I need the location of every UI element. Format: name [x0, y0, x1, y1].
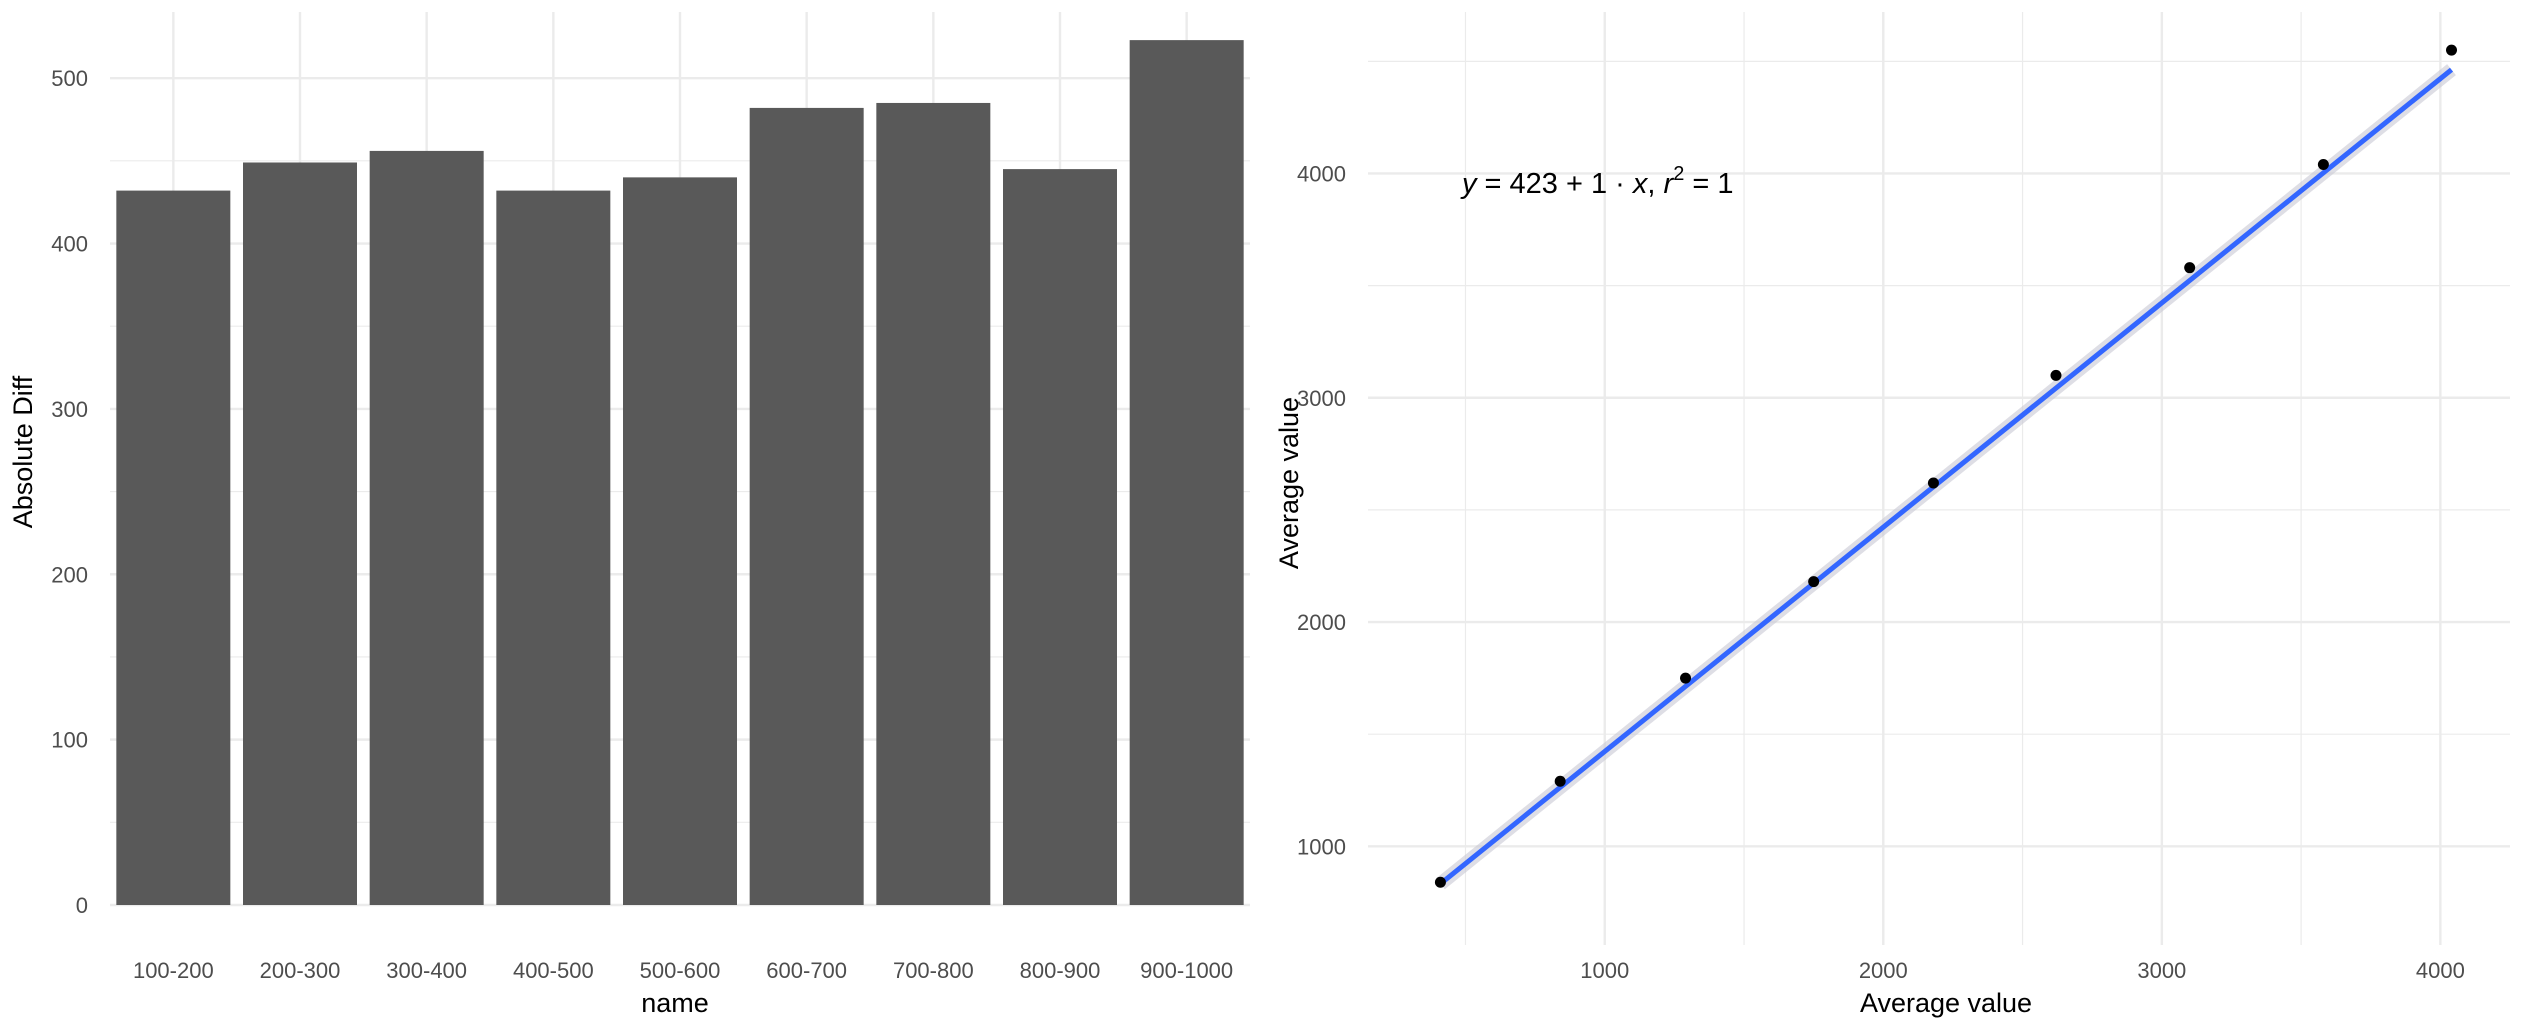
regression-equation-label: y = 423 + 1 · x, r2 = 1 [1460, 163, 1734, 200]
bar-800-900 [1003, 169, 1117, 905]
bar-chart-x-axis-title: name [641, 988, 709, 1018]
bar-chart-x-tick-label: 800-900 [1020, 958, 1101, 983]
bar-200-300 [243, 162, 357, 905]
scatter-chart-x-axis-title: Average value [1860, 988, 2032, 1018]
bar-chart-y-tick-label: 100 [51, 728, 88, 753]
bar-chart-panel: 0 100 200 300 400 500 100-200 200-300 300-400 40… [8, 12, 1250, 1018]
scatter-chart-x-tick-label: 3000 [2137, 958, 2186, 983]
scatter-chart-trendline-group [1436, 64, 2456, 890]
bar-600-700 [749, 107, 864, 906]
regression-equation-body: = 423 + 1 · [1477, 168, 1633, 200]
scatter-point [1680, 672, 1692, 684]
bar-chart-x-tick-label: 700-800 [893, 958, 974, 983]
bar-900-1000 [1129, 40, 1244, 905]
scatter-chart-y-tick-label: 2000 [1297, 610, 1346, 635]
bar-300-400 [369, 150, 484, 905]
bar-chart-x-tick-label: 900-1000 [1140, 958, 1233, 983]
bar-chart-x-tick-label: 600-700 [766, 958, 847, 983]
bar-chart-y-tick-label: 200 [51, 562, 88, 587]
scatter-chart-grid [1368, 12, 2510, 945]
bar-100-200 [116, 190, 231, 906]
bar-400-500 [496, 190, 611, 906]
regression-equation-y: y [1460, 168, 1478, 200]
bar-700-800 [876, 102, 991, 905]
scatter-chart-x-tick-label: 4000 [2416, 958, 2465, 983]
bar-chart-x-tick-label: 300-400 [386, 958, 467, 983]
bar-500-600 [623, 177, 737, 906]
bar-chart-x-tick-label: 200-300 [260, 958, 341, 983]
regression-equation-exponent: 2 [1673, 163, 1684, 185]
trendline [1438, 67, 2454, 886]
bar-chart-x-tick-labels: 100-200 200-300 300-400 400-500 500-600 600-7… [133, 958, 1233, 983]
scatter-chart-points [1434, 44, 2458, 888]
bar-chart-bars [116, 40, 1244, 906]
bar-chart-y-tick-label: 300 [51, 397, 88, 422]
bar-chart-y-axis-title: Absolute Diff [8, 375, 38, 528]
scatter-chart-y-tick-label: 3000 [1297, 386, 1346, 411]
regression-equation-r: r [1664, 168, 1675, 200]
scatter-point [1554, 775, 1566, 787]
bar-chart-x-tick-label: 100-200 [133, 958, 214, 983]
scatter-chart-panel: 1000 2000 3000 4000 1000 2000 3000 4000 Averag… [1274, 12, 2510, 1018]
scatter-point [1434, 876, 1446, 888]
regression-equation-r-squared-value: = 1 [1684, 168, 1733, 200]
scatter-point [1927, 477, 1939, 489]
scatter-chart-x-tick-label: 2000 [1859, 958, 1908, 983]
scatter-point [2050, 369, 2062, 381]
bar-chart-x-tick-label: 400-500 [513, 958, 594, 983]
scatter-point [2317, 159, 2329, 171]
scatter-chart-x-tick-labels: 1000 2000 3000 4000 [1580, 958, 2465, 983]
scatter-point [1808, 576, 1820, 588]
scatter-chart-y-tick-labels: 1000 2000 3000 4000 [1297, 161, 1346, 859]
bar-chart-y-tick-label: 0 [76, 893, 88, 918]
scatter-chart-y-axis-title: Average value [1274, 397, 1304, 569]
scatter-chart-y-tick-label: 1000 [1297, 834, 1346, 859]
scatter-point [2446, 44, 2458, 56]
bar-chart-y-tick-labels: 0 100 200 300 400 500 [51, 66, 88, 918]
scatter-chart-y-tick-label: 4000 [1297, 161, 1346, 186]
scatter-chart-x-tick-label: 1000 [1580, 958, 1629, 983]
bar-chart-y-tick-label: 500 [51, 66, 88, 91]
regression-equation-x: x [1631, 168, 1649, 200]
bar-chart-x-tick-label: 500-600 [640, 958, 721, 983]
scatter-point [2184, 262, 2196, 274]
regression-equation-separator: , [1647, 168, 1663, 200]
bar-chart-y-tick-label: 400 [51, 232, 88, 257]
